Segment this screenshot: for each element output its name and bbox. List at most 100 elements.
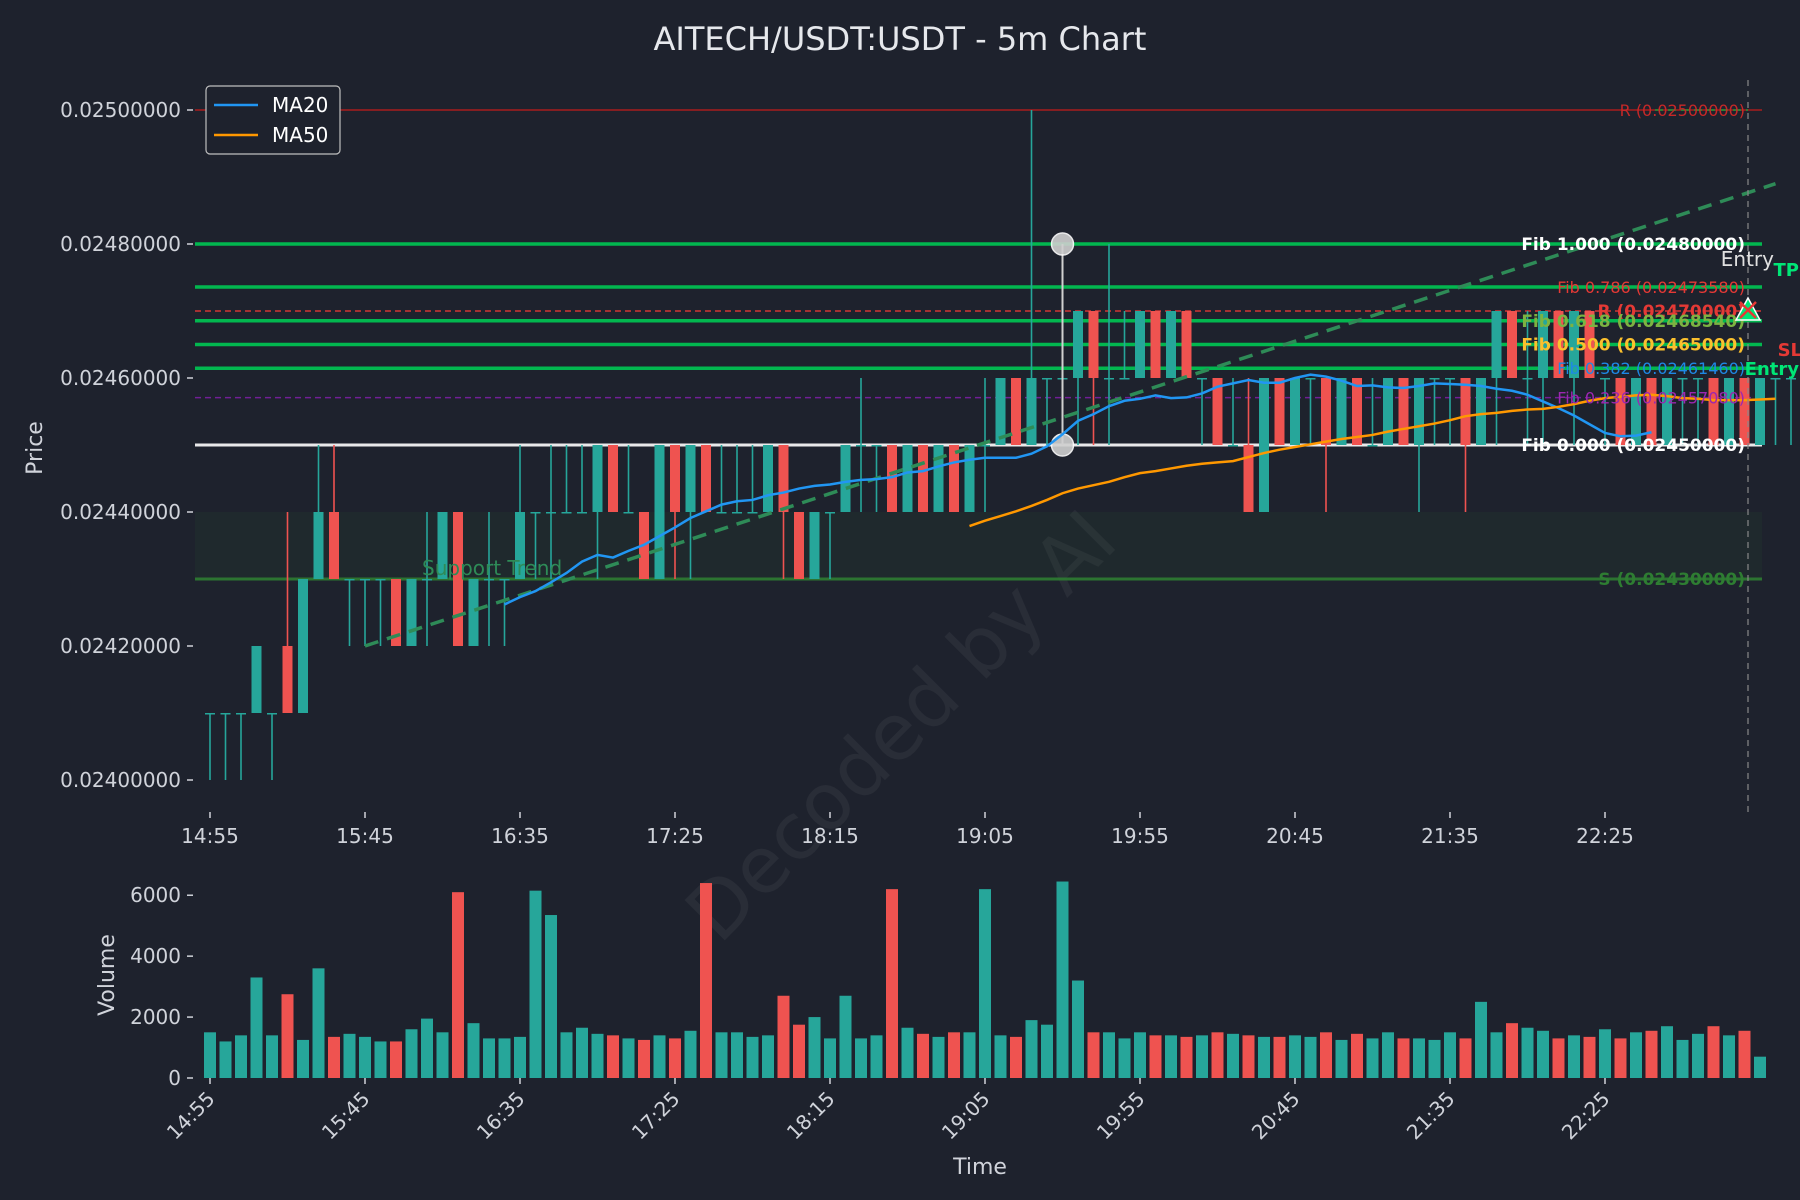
volume-bar (1242, 1035, 1255, 1078)
price-x-tick-label: 20:45 (1266, 824, 1324, 848)
volume-bar (1428, 1039, 1441, 1078)
signal-label: TP (1774, 260, 1799, 281)
candle-body (763, 445, 773, 512)
volume-bar (963, 1032, 976, 1078)
candle-body (1042, 378, 1052, 380)
volume-bar (669, 1038, 681, 1078)
volume-bar (1661, 1026, 1673, 1078)
volume-bar (1692, 1033, 1704, 1078)
volume-bar (653, 1035, 666, 1078)
candle-body (1197, 378, 1207, 380)
volume-bar (1335, 1039, 1348, 1078)
candle-body (1181, 311, 1192, 378)
volume-bar (1754, 1056, 1766, 1078)
volume-bar (1366, 1038, 1379, 1078)
volume-bar (638, 1039, 650, 1078)
price-x-tick-label: 18:15 (801, 824, 859, 848)
price-x-tick-label: 21:35 (1421, 824, 1479, 848)
series-line-ma50 (969, 393, 1776, 528)
volume-bar (1599, 1029, 1611, 1078)
volume-bar (1273, 1036, 1286, 1078)
price-y-tick-label: 0.02420000 (60, 634, 181, 658)
volume-bar (436, 1032, 449, 1078)
candle-body (980, 445, 990, 447)
support-trend-label: Support Trend (422, 556, 562, 580)
fib-swing-high-marker (1050, 232, 1075, 256)
volume-bar (870, 1035, 883, 1078)
series-line-ma20 (503, 373, 1652, 606)
legend: MA20 MA50 (205, 85, 341, 155)
candle-body (236, 713, 246, 715)
volume-bar (762, 1035, 774, 1078)
candle-body (825, 512, 835, 514)
level-label: R (0.02470000) (1598, 302, 1745, 322)
volume-bar (452, 892, 464, 1078)
candle-body (654, 445, 665, 579)
volume-bar (1537, 1030, 1549, 1078)
volume-bar (1087, 1032, 1100, 1078)
candle-body (887, 445, 897, 512)
candle-body (1336, 378, 1347, 445)
volume-bar (994, 1035, 1007, 1078)
volume-y-axis-label: Volume (95, 934, 120, 1016)
candle-body (685, 445, 696, 512)
volume-bar (1196, 1035, 1208, 1078)
candle-body (1290, 378, 1300, 445)
candle-body (1538, 311, 1548, 378)
volume-bar (1149, 1035, 1162, 1078)
volume-bar (483, 1038, 495, 1078)
volume-bar (715, 1032, 728, 1078)
volume-x-axis-label: Time (952, 1155, 1007, 1180)
candle-body (809, 512, 820, 579)
candle-body (298, 579, 308, 713)
volume-bar (250, 977, 263, 1078)
volume-bar (1304, 1036, 1317, 1078)
candle-body (1414, 378, 1424, 445)
candle-body (1615, 378, 1626, 445)
volume-bar (1475, 1001, 1487, 1078)
volume-bar (1723, 1035, 1735, 1078)
level-label: Fib 0.618 (0.02468540) (1521, 312, 1745, 332)
price-y-tick-label: 0.02480000 (60, 232, 181, 256)
candle-body (670, 445, 680, 512)
volume-bar (932, 1036, 945, 1078)
level-label: Fib 0.000 (0.02450000) (1521, 436, 1745, 456)
candle-body (1522, 378, 1533, 380)
candle-body (840, 445, 851, 512)
price-y-tick-label: 0.02500000 (60, 98, 181, 122)
candle-body (1429, 378, 1440, 380)
candle-body (1600, 378, 1610, 380)
candle-body (1150, 311, 1161, 378)
volume-y-tick-label: 2000 (130, 1005, 181, 1029)
candle-body (918, 445, 928, 512)
candle-body (499, 579, 510, 581)
volume-bar (1211, 1032, 1224, 1078)
volume-bar (1118, 1038, 1131, 1078)
candle-body (1708, 378, 1719, 445)
price-x-tick-label: 16:35 (491, 824, 549, 848)
volume-y-tick-label: 6000 (130, 883, 181, 907)
volume-bar (297, 1039, 309, 1078)
candle-body (623, 512, 634, 514)
candle-body (964, 445, 975, 512)
volume-bar (204, 1032, 216, 1078)
candle-body (1786, 378, 1796, 380)
candle-body (406, 579, 417, 646)
candle-body (251, 646, 262, 713)
volume-bar (824, 1038, 836, 1078)
candle-body (592, 445, 603, 512)
signal-label: Entry (1721, 247, 1774, 271)
candle-body (391, 579, 401, 646)
volume-bar (1630, 1032, 1642, 1078)
volume-bar (1103, 1032, 1115, 1078)
volume-bar (467, 1023, 480, 1078)
volume-bar (886, 889, 898, 1078)
candle-body (220, 713, 231, 715)
volume-bar (591, 1033, 604, 1078)
volume-bar (1459, 1038, 1472, 1078)
candle-body (1383, 378, 1393, 445)
candle-body (1212, 378, 1223, 445)
volume-bar (1165, 1035, 1177, 1078)
volume-bar (1025, 1020, 1038, 1078)
candle-body (561, 512, 572, 514)
